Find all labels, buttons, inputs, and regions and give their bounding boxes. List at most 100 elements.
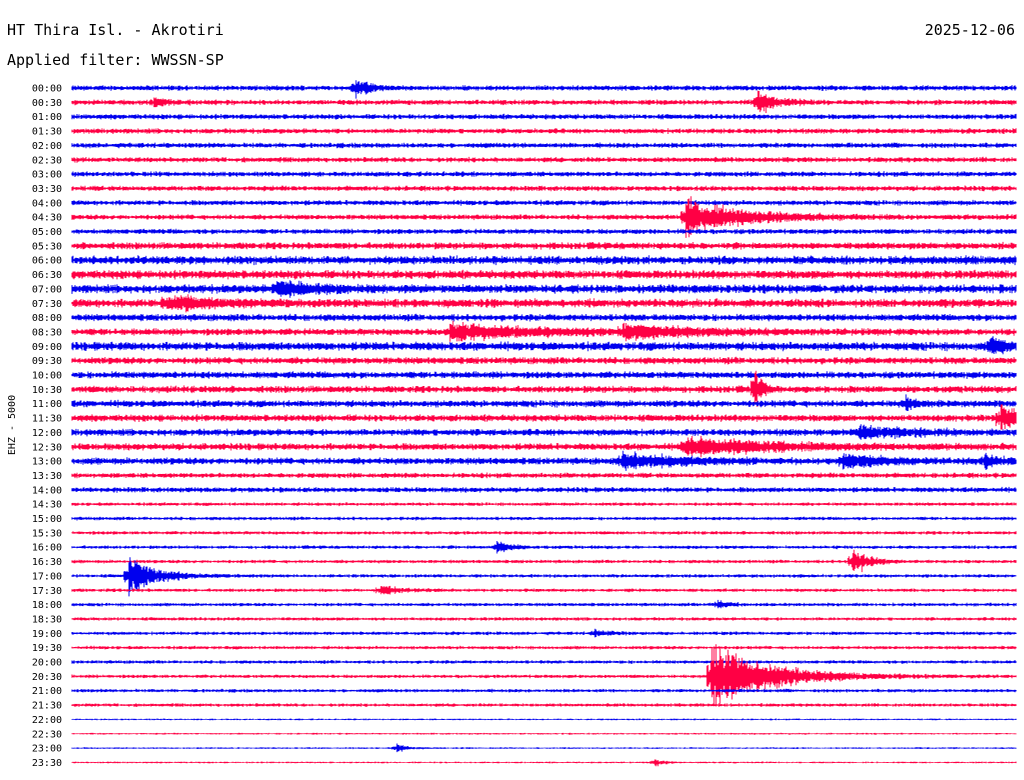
time-tick-label: 04:00 bbox=[32, 198, 62, 209]
record-date: 2025-12-06 bbox=[925, 21, 1015, 39]
trace-row bbox=[71, 356, 1017, 365]
trace-row bbox=[71, 90, 1017, 113]
time-tick-label: 08:00 bbox=[32, 313, 62, 324]
filter-label: Applied filter: WWSSN-SP bbox=[7, 51, 224, 69]
time-tick-label: 15:00 bbox=[32, 514, 62, 525]
time-tick-label: 11:30 bbox=[32, 414, 62, 425]
trace-row bbox=[71, 185, 1017, 192]
time-tick-label: 23:30 bbox=[32, 758, 62, 769]
trace-row bbox=[71, 113, 1017, 120]
time-tick-label: 00:00 bbox=[32, 84, 62, 95]
station-title: HT Thira Isl. - Akrotiri bbox=[7, 21, 224, 39]
trace-row bbox=[71, 450, 1017, 471]
time-tick-label: 01:30 bbox=[32, 127, 62, 138]
trace-row bbox=[71, 599, 1017, 609]
time-tick-label: 14:30 bbox=[32, 500, 62, 511]
time-tick-label: 07:00 bbox=[32, 284, 62, 295]
trace-row bbox=[71, 336, 1017, 355]
channel-label: EHZ - 5000 bbox=[7, 395, 18, 455]
trace-row bbox=[71, 370, 1017, 407]
trace-row bbox=[71, 142, 1017, 149]
time-tick-label: 04:30 bbox=[32, 213, 62, 224]
trace-row bbox=[71, 732, 1017, 735]
time-tick-label: 20:00 bbox=[32, 658, 62, 669]
time-tick-label: 12:00 bbox=[32, 428, 62, 439]
trace-row bbox=[71, 156, 1017, 163]
time-tick-label: 10:30 bbox=[32, 385, 62, 396]
time-tick-label: 13:00 bbox=[32, 457, 62, 468]
time-tick-label: 21:00 bbox=[32, 686, 62, 697]
trace-row bbox=[71, 516, 1017, 521]
time-tick-label: 06:00 bbox=[32, 256, 62, 267]
time-tick-label: 16:30 bbox=[32, 557, 62, 568]
time-tick-label: 03:30 bbox=[32, 184, 62, 195]
trace-row bbox=[71, 718, 1017, 721]
time-tick-label: 10:00 bbox=[32, 371, 62, 382]
time-tick-label: 18:00 bbox=[32, 600, 62, 611]
time-tick-label: 22:00 bbox=[32, 715, 62, 726]
trace-row bbox=[71, 743, 1017, 753]
time-tick-label: 23:00 bbox=[32, 744, 62, 755]
time-tick-label: 06:30 bbox=[32, 270, 62, 281]
trace-row bbox=[71, 435, 1017, 458]
time-tick-label: 13:30 bbox=[32, 471, 62, 482]
trace-row bbox=[71, 269, 1017, 280]
trace-row bbox=[71, 759, 1017, 767]
trace-row bbox=[71, 394, 1017, 411]
trace-row bbox=[71, 530, 1017, 535]
trace-row bbox=[71, 171, 1017, 177]
time-tick-label: 18:30 bbox=[32, 614, 62, 625]
trace-row bbox=[71, 404, 1017, 430]
time-tick-label: 17:30 bbox=[32, 586, 62, 597]
trace-row bbox=[71, 128, 1017, 134]
trace-row bbox=[71, 320, 1017, 342]
trace-row bbox=[71, 628, 1017, 638]
time-tick-label: 19:30 bbox=[32, 643, 62, 654]
time-tick-label: 20:30 bbox=[32, 672, 62, 683]
trace-row bbox=[71, 541, 1017, 554]
time-tick-label: 22:30 bbox=[32, 729, 62, 740]
time-tick-labels: 00:00 00:30 01:00 01:30 02:00 02:30 03:00 03:30… bbox=[32, 84, 62, 769]
time-tick-label: 15:30 bbox=[32, 528, 62, 539]
time-tick-label: 09:00 bbox=[32, 342, 62, 353]
time-tick-label: 01:00 bbox=[32, 112, 62, 123]
time-tick-label: 05:30 bbox=[32, 241, 62, 252]
trace-row bbox=[71, 502, 1017, 507]
seismic-traces bbox=[71, 80, 1017, 767]
time-tick-label: 02:00 bbox=[32, 141, 62, 152]
trace-row bbox=[71, 241, 1017, 250]
trace-row bbox=[71, 80, 1017, 99]
time-tick-label: 00:30 bbox=[32, 98, 62, 109]
trace-row bbox=[71, 199, 1017, 206]
trace-row bbox=[71, 472, 1017, 479]
trace-row bbox=[71, 688, 1017, 693]
time-tick-label: 05:00 bbox=[32, 227, 62, 238]
trace-row bbox=[71, 486, 1017, 493]
time-tick-label: 17:00 bbox=[32, 571, 62, 582]
time-tick-label: 16:00 bbox=[32, 543, 62, 554]
time-tick-label: 03:00 bbox=[32, 170, 62, 181]
trace-row bbox=[71, 313, 1017, 322]
trace-row bbox=[71, 617, 1017, 621]
trace-row bbox=[71, 294, 1017, 313]
time-tick-label: 14:00 bbox=[32, 485, 62, 496]
time-tick-label: 11:00 bbox=[32, 399, 62, 410]
trace-row bbox=[71, 703, 1017, 707]
trace-row bbox=[71, 255, 1017, 266]
trace-row bbox=[71, 228, 1017, 235]
time-tick-label: 02:30 bbox=[32, 155, 62, 166]
time-tick-label: 08:30 bbox=[32, 327, 62, 338]
time-tick-label: 21:30 bbox=[32, 701, 62, 712]
time-tick-label: 19:00 bbox=[32, 629, 62, 640]
trace-row bbox=[71, 557, 1017, 597]
time-tick-label: 12:30 bbox=[32, 442, 62, 453]
trace-row bbox=[71, 424, 1017, 440]
trace-row bbox=[71, 196, 1017, 238]
trace-row bbox=[71, 644, 1017, 707]
trace-row bbox=[71, 585, 1017, 595]
trace-row bbox=[71, 645, 1017, 650]
trace-row bbox=[71, 280, 1017, 298]
trace-row bbox=[71, 549, 1017, 573]
trace-row bbox=[71, 371, 1017, 379]
